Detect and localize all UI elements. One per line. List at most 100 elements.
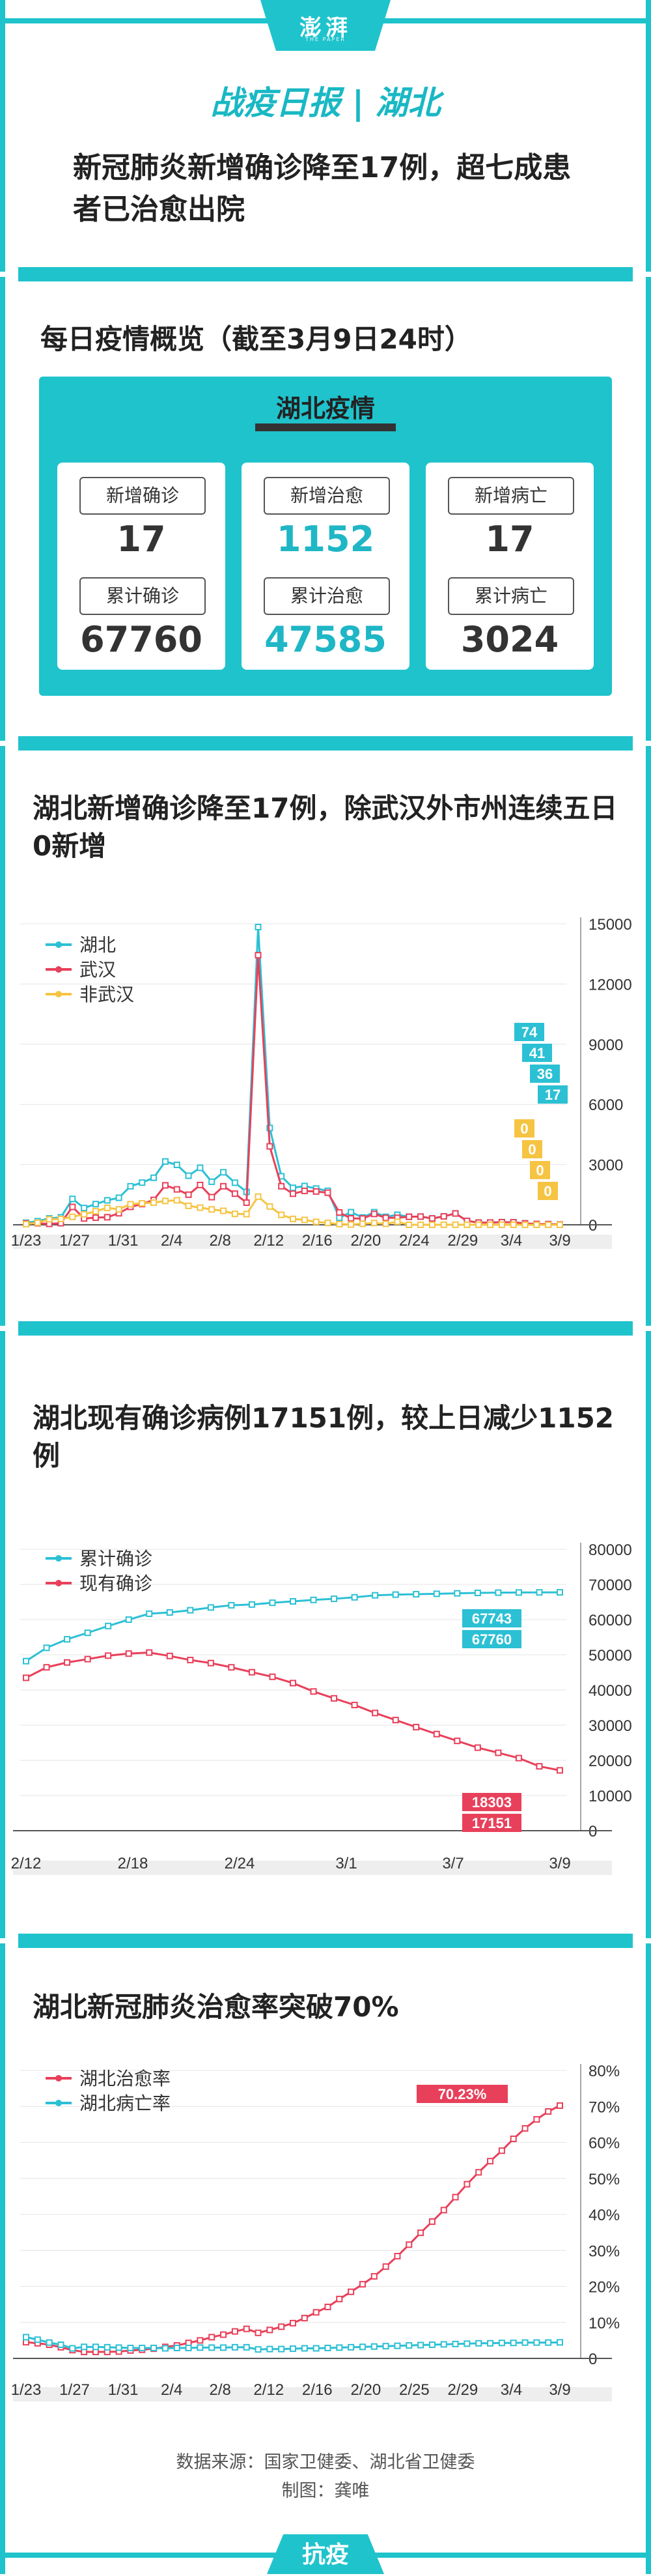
data-point bbox=[487, 2340, 494, 2347]
x-tick-label: 2/4 bbox=[161, 1232, 182, 1250]
data-point bbox=[474, 1744, 481, 1751]
data-point bbox=[105, 1652, 112, 1659]
data-point bbox=[278, 2323, 285, 2330]
y-tick-label: 15000 bbox=[589, 916, 632, 934]
data-point bbox=[34, 1218, 41, 1225]
x-tick-label: 2/24 bbox=[225, 1855, 255, 1872]
data-point bbox=[243, 1210, 250, 1218]
value-label-box bbox=[522, 1044, 552, 1062]
data-point bbox=[139, 2346, 146, 2353]
stat-card-deaths: 新增病亡 17 累计病亡 3024 bbox=[426, 463, 594, 670]
y-tick-label: 3000 bbox=[589, 1157, 623, 1175]
data-point bbox=[413, 1724, 420, 1731]
data-point bbox=[521, 2125, 529, 2132]
data-point bbox=[370, 1220, 378, 1227]
data-point bbox=[34, 1219, 41, 1226]
y-tick-label: 60000 bbox=[589, 1612, 632, 1629]
data-point bbox=[557, 2102, 563, 2109]
data-point bbox=[290, 1184, 296, 1192]
data-point bbox=[310, 1688, 317, 1695]
y-tick-label: 6000 bbox=[589, 1096, 623, 1114]
legend-label: 现有确诊 bbox=[79, 1573, 152, 1594]
data-point bbox=[243, 1188, 250, 1195]
data-point bbox=[348, 2343, 355, 2351]
overview-panel: 湖北疫情 新增确诊 17 累计确诊 67760 新增治愈 1152 累计治愈 4… bbox=[39, 377, 612, 696]
data-point bbox=[382, 2343, 389, 2350]
data-point bbox=[231, 2328, 238, 2335]
value-label: 0 bbox=[528, 1141, 536, 1158]
y-tick-label: 50000 bbox=[589, 1647, 632, 1665]
data-point bbox=[161, 1197, 169, 1205]
data-point bbox=[428, 1215, 436, 1222]
x-tick-label: 1/23 bbox=[11, 1232, 42, 1250]
data-point bbox=[197, 1181, 204, 1188]
data-point bbox=[312, 1188, 320, 1195]
legend-dot bbox=[55, 941, 62, 948]
data-point bbox=[487, 2158, 494, 2165]
data-point bbox=[382, 1214, 389, 1222]
legend-label: 累计确诊 bbox=[79, 1549, 152, 1569]
data-point bbox=[515, 1589, 522, 1596]
y-tick-label: 0 bbox=[589, 1823, 597, 1840]
data-point bbox=[521, 1220, 529, 1227]
legend-dot bbox=[55, 2075, 62, 2082]
data-point bbox=[498, 1218, 505, 1225]
data-point bbox=[336, 2295, 343, 2302]
data-point bbox=[231, 1179, 238, 1186]
data-point bbox=[64, 1636, 71, 1643]
data-point bbox=[394, 2342, 401, 2349]
data-point bbox=[208, 1178, 215, 1185]
data-point bbox=[84, 1629, 91, 1637]
data-point bbox=[370, 1210, 378, 1218]
x-axis-band bbox=[13, 1235, 612, 1249]
data-point bbox=[557, 2339, 563, 2346]
data-point bbox=[290, 1190, 296, 1197]
data-point bbox=[34, 2340, 41, 2347]
data-point bbox=[255, 2329, 262, 2336]
data-point bbox=[372, 1592, 379, 1599]
data-point bbox=[521, 2339, 529, 2346]
data-point bbox=[417, 2341, 424, 2349]
data-point bbox=[23, 2334, 29, 2341]
data-point bbox=[372, 1710, 379, 1717]
y-tick-label: 10% bbox=[589, 2315, 620, 2332]
data-point bbox=[57, 2343, 64, 2351]
data-point bbox=[406, 2342, 413, 2349]
data-point bbox=[510, 2340, 517, 2347]
legend-label: 湖北 bbox=[79, 935, 116, 955]
y-tick-label: 40% bbox=[589, 2207, 620, 2224]
data-point bbox=[433, 1730, 440, 1738]
data-point bbox=[394, 1211, 401, 1218]
data-point bbox=[208, 2334, 215, 2341]
data-point bbox=[454, 1738, 461, 1745]
data-point bbox=[495, 1749, 502, 1756]
data-point bbox=[57, 1220, 64, 1227]
data-point bbox=[359, 2343, 366, 2351]
data-point bbox=[498, 2340, 505, 2347]
data-point bbox=[515, 1754, 522, 1762]
data-point bbox=[146, 1649, 153, 1656]
value-label-box bbox=[514, 1023, 544, 1041]
data-point bbox=[266, 2345, 273, 2353]
data-point bbox=[57, 2341, 64, 2349]
data-point bbox=[127, 1203, 134, 1210]
x-tick-label: 2/25 bbox=[399, 2381, 430, 2399]
data-point bbox=[104, 1214, 111, 1221]
data-point bbox=[348, 1221, 355, 1228]
y-tick-label: 70% bbox=[589, 2098, 620, 2116]
data-point bbox=[510, 1219, 517, 1226]
data-point bbox=[197, 2344, 204, 2351]
data-point bbox=[331, 1695, 338, 1702]
value-label-box bbox=[417, 2085, 508, 2103]
data-point bbox=[255, 2346, 262, 2353]
data-point bbox=[125, 1650, 132, 1657]
section-divider bbox=[0, 1321, 651, 1336]
legend-dot bbox=[55, 966, 62, 973]
data-point bbox=[495, 1589, 502, 1596]
data-point bbox=[220, 1207, 227, 1214]
data-point bbox=[440, 1213, 447, 1220]
x-tick-label: 1/27 bbox=[59, 2381, 90, 2399]
y-tick-label: 70000 bbox=[589, 1577, 632, 1594]
data-point bbox=[127, 1201, 134, 1208]
data-point bbox=[173, 1162, 180, 1169]
